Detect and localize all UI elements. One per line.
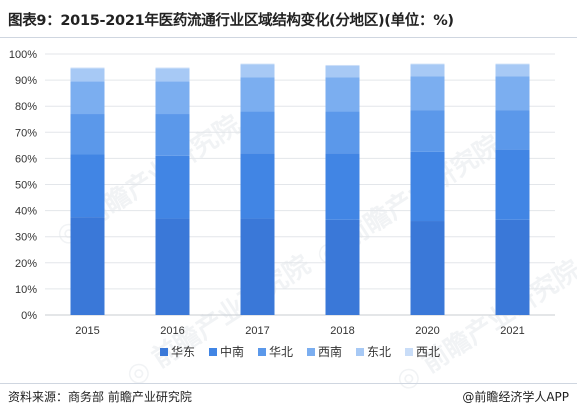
bar-segment: [240, 63, 275, 65]
legend-swatch: [209, 348, 217, 356]
credit-note: @前瞻经济学人APP: [462, 390, 569, 404]
y-tick-label: 0%: [21, 310, 37, 322]
bar-segment: [410, 221, 445, 315]
legend-swatch: [258, 348, 266, 356]
y-tick-label: 20%: [15, 258, 37, 270]
bar-segment: [155, 67, 190, 69]
bar-segment: [70, 154, 105, 218]
legend-label: 华东: [171, 345, 195, 359]
bar-segment: [155, 68, 190, 82]
bar-segment: [70, 67, 105, 69]
legend: 华东 中南 华北 西南 东北 西北: [160, 344, 440, 359]
bar-segment: [325, 64, 360, 66]
bar-segment: [495, 110, 530, 150]
bar-segment: [410, 63, 445, 65]
y-tick-label: 100%: [9, 49, 37, 61]
bar-segment: [240, 218, 275, 315]
y-tick-label: 80%: [15, 101, 37, 113]
legend-swatch: [307, 348, 315, 356]
stacked-bar-chart: 0%10%20%30%40%50%60%70%80%90%100% 2015 20…: [9, 49, 555, 359]
bar-segment: [410, 110, 445, 152]
gridlines: [45, 53, 555, 316]
footer-divider: [0, 383, 577, 384]
x-tick-label: 2017: [245, 325, 269, 337]
y-tick-label: 90%: [15, 75, 37, 87]
bar-segment: [325, 219, 360, 315]
source-note: 资料来源：商务部 前瞻产业研究院: [8, 390, 192, 404]
bar-segment: [155, 114, 190, 156]
y-tick-label: 60%: [15, 153, 37, 165]
y-tick-label: 10%: [15, 284, 37, 296]
bar-segment: [155, 155, 190, 219]
y-tick-label: 30%: [15, 232, 37, 244]
bar-segment: [325, 77, 360, 112]
x-tick-label: 2020: [415, 325, 439, 337]
bar-segment: [495, 149, 530, 220]
bar-segment: [155, 218, 190, 315]
x-axis: 2015 2016 2017 2018 2020 2021: [75, 325, 524, 337]
bar-segment: [410, 76, 445, 111]
bars: [70, 63, 530, 315]
bar-segment: [495, 76, 530, 111]
x-tick-label: 2015: [75, 325, 99, 337]
legend-label: 西南: [318, 344, 342, 359]
legend-label: 华北: [269, 345, 293, 359]
bar-segment: [240, 153, 275, 219]
bar-segment: [70, 81, 105, 115]
bar-segment: [410, 151, 445, 222]
bar-segment: [495, 63, 530, 65]
x-tick-label: 2021: [500, 325, 524, 337]
chart-title: 图表9：2015-2021年医药流通行业区域结构变化(分地区)(单位：%): [8, 13, 454, 29]
bar-segment: [325, 111, 360, 154]
bar-segment: [240, 77, 275, 112]
y-tick-label: 70%: [15, 127, 37, 139]
bar-segment: [325, 153, 360, 220]
y-tick-label: 50%: [15, 180, 37, 192]
legend-label: 中南: [220, 344, 244, 359]
legend-swatch: [405, 348, 413, 356]
legend-label: 西北: [416, 345, 440, 359]
legend-swatch: [160, 348, 168, 356]
bar-segment: [325, 65, 360, 78]
legend-swatch: [356, 348, 364, 356]
bar-segment: [410, 64, 445, 77]
bar-segment: [70, 114, 105, 155]
x-tick-label: 2016: [160, 325, 184, 337]
bar-segment: [495, 219, 530, 315]
bar-segment: [70, 217, 105, 315]
bar-segment: [495, 64, 530, 77]
x-tick-label: 2018: [330, 325, 354, 337]
bar-segment: [240, 111, 275, 154]
title-divider: [0, 37, 577, 38]
bar-segment: [70, 68, 105, 82]
y-axis: 0% 10% 20% 30% 40% 50% 60% 70% 80% 90% 100%: [9, 49, 37, 322]
legend-label: 东北: [367, 345, 391, 359]
bar-segment: [240, 64, 275, 78]
y-tick-label: 40%: [15, 206, 37, 218]
bar-segment: [155, 81, 190, 115]
